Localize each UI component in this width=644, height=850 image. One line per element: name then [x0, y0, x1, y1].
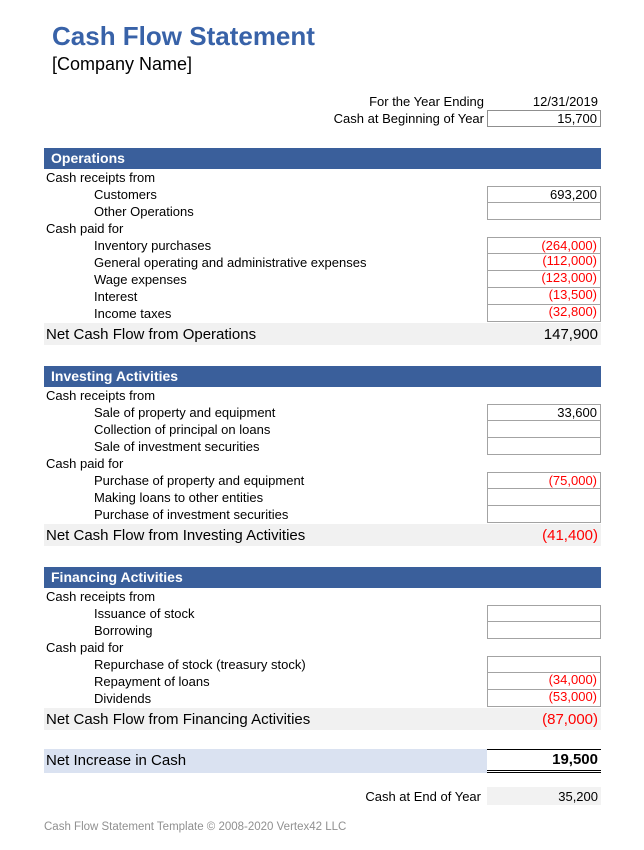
beginning-cash-value[interactable]: 15,700 [487, 110, 601, 127]
row-label: Cash paid for [46, 456, 124, 471]
row-label: Cash paid for [46, 640, 124, 655]
section-header-investing-activities: Investing Activities [44, 366, 601, 387]
sections-container: Operations Cash receipts from Customers 693… [44, 148, 601, 730]
section-header-financing-activities: Financing Activities [44, 567, 601, 588]
value-cell[interactable] [487, 605, 601, 622]
row-label: Purchase of property and equipment [94, 473, 305, 488]
net-row-value: (41,400) [542, 526, 598, 544]
line-item-row: Customers 693,200 [44, 186, 601, 203]
value-cell[interactable]: (13,500) [487, 288, 601, 305]
value-cell[interactable] [487, 656, 601, 673]
value-cell[interactable]: (264,000) [487, 237, 601, 254]
line-item-row: Income taxes (32,800) [44, 305, 601, 322]
year-ending-row: For the Year Ending 12/31/2019 [44, 93, 601, 110]
value-cell[interactable] [487, 203, 601, 220]
row-label: General operating and administrative exp… [94, 255, 367, 270]
value-cell[interactable] [487, 506, 601, 523]
row-label: Cash paid for [46, 221, 124, 236]
line-item-row: Making loans to other entities [44, 489, 601, 506]
line-item-row: General operating and administrative exp… [44, 254, 601, 271]
row-label: Purchase of investment securities [94, 507, 289, 522]
line-item-row: Repayment of loans (34,000) [44, 673, 601, 690]
line-item-row: Purchase of property and equipment (75,00… [44, 472, 601, 489]
net-row-value: 147,900 [543, 325, 598, 343]
beginning-cash-label: Cash at Beginning of Year [333, 111, 484, 126]
line-item-row: Dividends (53,000) [44, 690, 601, 707]
net-increase-label: Net Increase in Cash [46, 752, 187, 769]
row-label: Collection of principal on loans [94, 422, 271, 437]
section-header-operations: Operations [44, 148, 601, 169]
year-ending-label: For the Year Ending [369, 94, 484, 109]
group-label-row: Cash receipts from [44, 387, 601, 404]
row-label: Cash receipts from [46, 170, 156, 185]
group-label-row: Cash paid for [44, 455, 601, 472]
group-label-row: Cash paid for [44, 639, 601, 656]
line-item-row: Inventory purchases (264,000) [44, 237, 601, 254]
net-row-investing-activities: Net Cash Flow from Investing Activities (… [44, 524, 601, 546]
row-label: Sale of property and equipment [94, 405, 276, 420]
value-cell[interactable]: (34,000) [487, 673, 601, 690]
row-label: Cash receipts from [46, 388, 156, 403]
row-label: Inventory purchases [94, 238, 212, 253]
value-cell[interactable] [487, 489, 601, 506]
value-cell[interactable] [487, 421, 601, 438]
net-row-label: Net Cash Flow from Operations [46, 325, 257, 343]
group-label-row: Cash paid for [44, 220, 601, 237]
net-row-value: (87,000) [542, 710, 598, 728]
group-label-row: Cash receipts from [44, 169, 601, 186]
value-cell[interactable]: (123,000) [487, 271, 601, 288]
line-item-row: Purchase of investment securities [44, 506, 601, 523]
group-label-row: Cash receipts from [44, 588, 601, 605]
value-cell[interactable]: (112,000) [487, 254, 601, 271]
net-row-operations: Net Cash Flow from Operations 147,900 [44, 323, 601, 345]
line-item-row: Other Operations [44, 203, 601, 220]
value-cell[interactable] [487, 438, 601, 455]
year-ending-value[interactable]: 12/31/2019 [532, 94, 598, 109]
line-item-row: Sale of investment securities [44, 438, 601, 455]
section-operations: Operations Cash receipts from Customers 693… [44, 148, 601, 345]
end-cash-row: Cash at End of Year 35,200 [44, 787, 601, 805]
line-item-row: Borrowing [44, 622, 601, 639]
page-title: Cash Flow Statement [52, 21, 315, 51]
net-row-label: Net Cash Flow from Investing Activities [46, 526, 306, 544]
row-label: Cash receipts from [46, 589, 156, 604]
row-label: Interest [94, 289, 138, 304]
end-cash-label: Cash at End of Year [365, 788, 481, 804]
net-increase-row: Net Increase in Cash 19,500 [44, 749, 601, 773]
row-label: Dividends [94, 691, 152, 706]
company-name[interactable]: [Company Name] [52, 54, 193, 74]
row-label: Other Operations [94, 204, 194, 219]
row-label: Repayment of loans [94, 674, 210, 689]
value-cell[interactable]: 33,600 [487, 404, 601, 421]
row-label: Making loans to other entities [94, 490, 264, 505]
line-item-row: Repurchase of stock (treasury stock) [44, 656, 601, 673]
value-cell[interactable]: (32,800) [487, 305, 601, 322]
row-label: Sale of investment securities [94, 439, 260, 454]
line-item-row: Issuance of stock [44, 605, 601, 622]
section-investing-activities: Investing Activities Cash receipts from Sa… [44, 366, 601, 546]
net-increase-value: 19,500 [487, 749, 601, 773]
net-row-financing-activities: Net Cash Flow from Financing Activities (… [44, 708, 601, 730]
line-item-row: Wage expenses (123,000) [44, 271, 601, 288]
row-label: Wage expenses [94, 272, 187, 287]
net-row-label: Net Cash Flow from Financing Activities [46, 710, 311, 728]
beginning-cash-row: Cash at Beginning of Year 15,700 [44, 110, 601, 127]
statement-meta: For the Year Ending 12/31/2019 Cash at B… [44, 93, 601, 127]
section-financing-activities: Financing Activities Cash receipts from Is… [44, 567, 601, 730]
value-cell[interactable]: (53,000) [487, 690, 601, 707]
row-label: Repurchase of stock (treasury stock) [94, 657, 306, 672]
row-label: Income taxes [94, 306, 172, 321]
row-label: Issuance of stock [94, 606, 195, 621]
line-item-row: Sale of property and equipment 33,600 [44, 404, 601, 421]
row-label: Customers [94, 187, 157, 202]
line-item-row: Collection of principal on loans [44, 421, 601, 438]
value-cell[interactable]: (75,000) [487, 472, 601, 489]
copyright-footer: Cash Flow Statement Template © 2008-2020… [44, 821, 347, 833]
value-cell[interactable]: 693,200 [487, 186, 601, 203]
value-cell[interactable] [487, 622, 601, 639]
line-item-row: Interest (13,500) [44, 288, 601, 305]
row-label: Borrowing [94, 623, 153, 638]
end-cash-value: 35,200 [487, 787, 601, 805]
